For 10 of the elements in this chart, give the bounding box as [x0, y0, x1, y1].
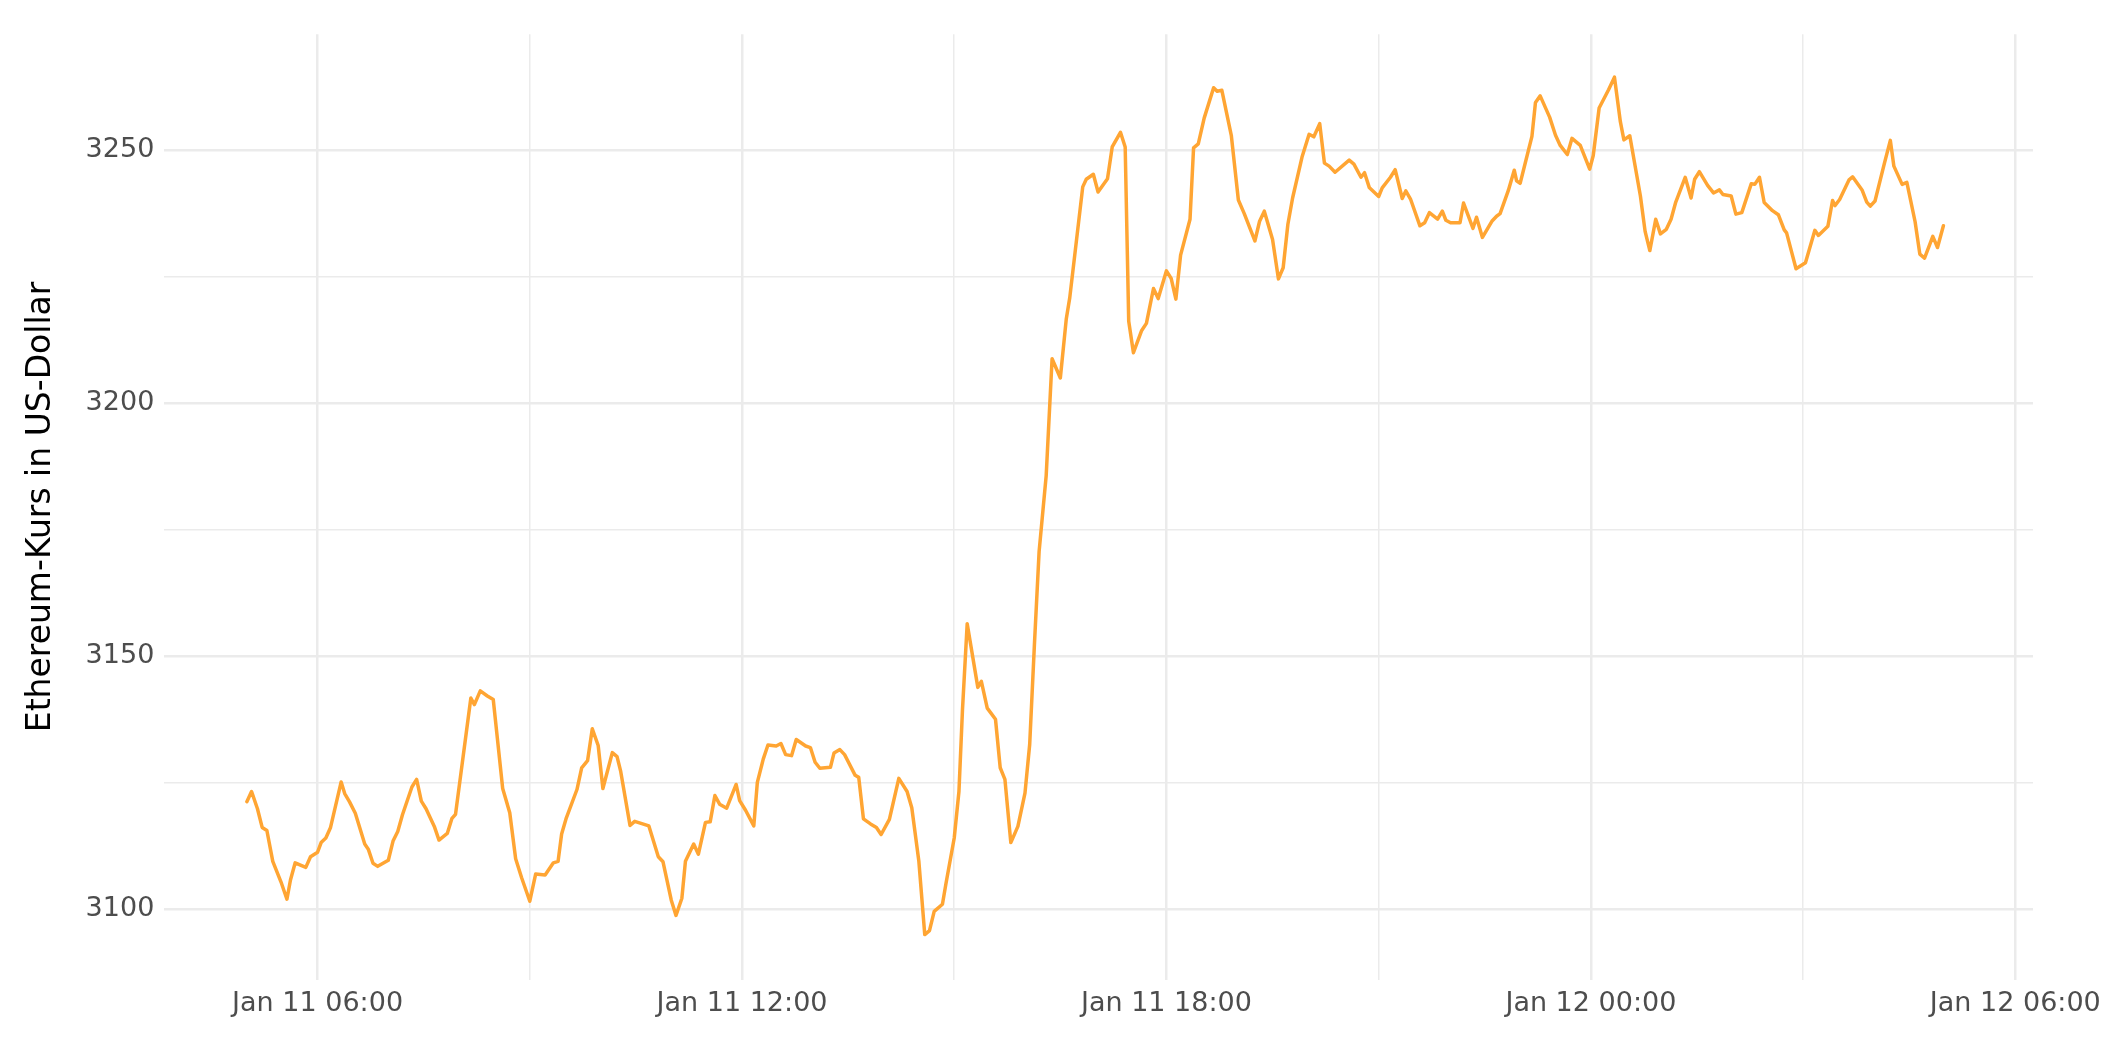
y-tick-label: 3100 [85, 890, 155, 922]
y-tick-label: 3200 [85, 385, 155, 417]
y-axis-title: Ethereum-Kurs in US-Dollar [19, 281, 59, 733]
x-tick-label: Jan 11 12:00 [654, 985, 828, 1017]
x-tick-label: Jan 12 06:00 [1927, 985, 2101, 1017]
x-tick-label: Jan 11 06:00 [230, 985, 404, 1017]
y-tick-label: 3250 [85, 132, 155, 164]
y-tick-label: 3150 [85, 638, 155, 670]
x-tick-label: Jan 11 18:00 [1078, 985, 1252, 1017]
x-tick-label: Jan 12 00:00 [1503, 985, 1677, 1017]
